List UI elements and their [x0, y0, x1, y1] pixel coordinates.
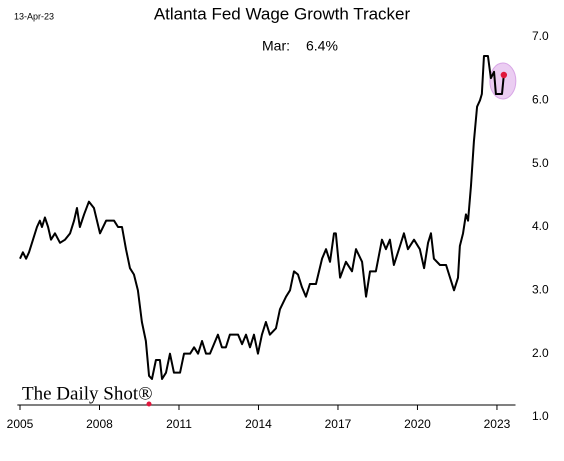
annotation-value: 6.4% — [306, 38, 338, 54]
last-point — [500, 71, 508, 79]
logo-dot — [146, 401, 152, 407]
data-line — [19, 55, 505, 380]
date-label: 13-Apr-23 — [14, 11, 54, 21]
source-logo: The Daily Shot® — [22, 383, 153, 404]
x-tick-label: 2008 — [86, 417, 113, 431]
y-tick-label: 7.0 — [532, 29, 549, 43]
annotation-label: Mar: — [262, 38, 290, 54]
x-tick-label: 2011 — [166, 417, 192, 431]
y-tick-label: 2.0 — [532, 346, 549, 360]
x-tick-label: 2020 — [404, 417, 431, 431]
x-tick-label: 2023 — [484, 417, 511, 431]
x-tick-label: 2017 — [325, 417, 352, 431]
y-tick-label: 4.0 — [532, 219, 549, 233]
y-tick-label: 1.0 — [532, 409, 549, 423]
x-tick-label: 2005 — [7, 417, 34, 431]
y-tick-label: 6.0 — [532, 93, 549, 107]
y-tick-label: 5.0 — [532, 156, 549, 170]
chart-title: Atlanta Fed Wage Growth Tracker — [154, 4, 411, 23]
x-tick-label: 2014 — [245, 417, 272, 431]
y-tick-label: 3.0 — [532, 283, 549, 297]
